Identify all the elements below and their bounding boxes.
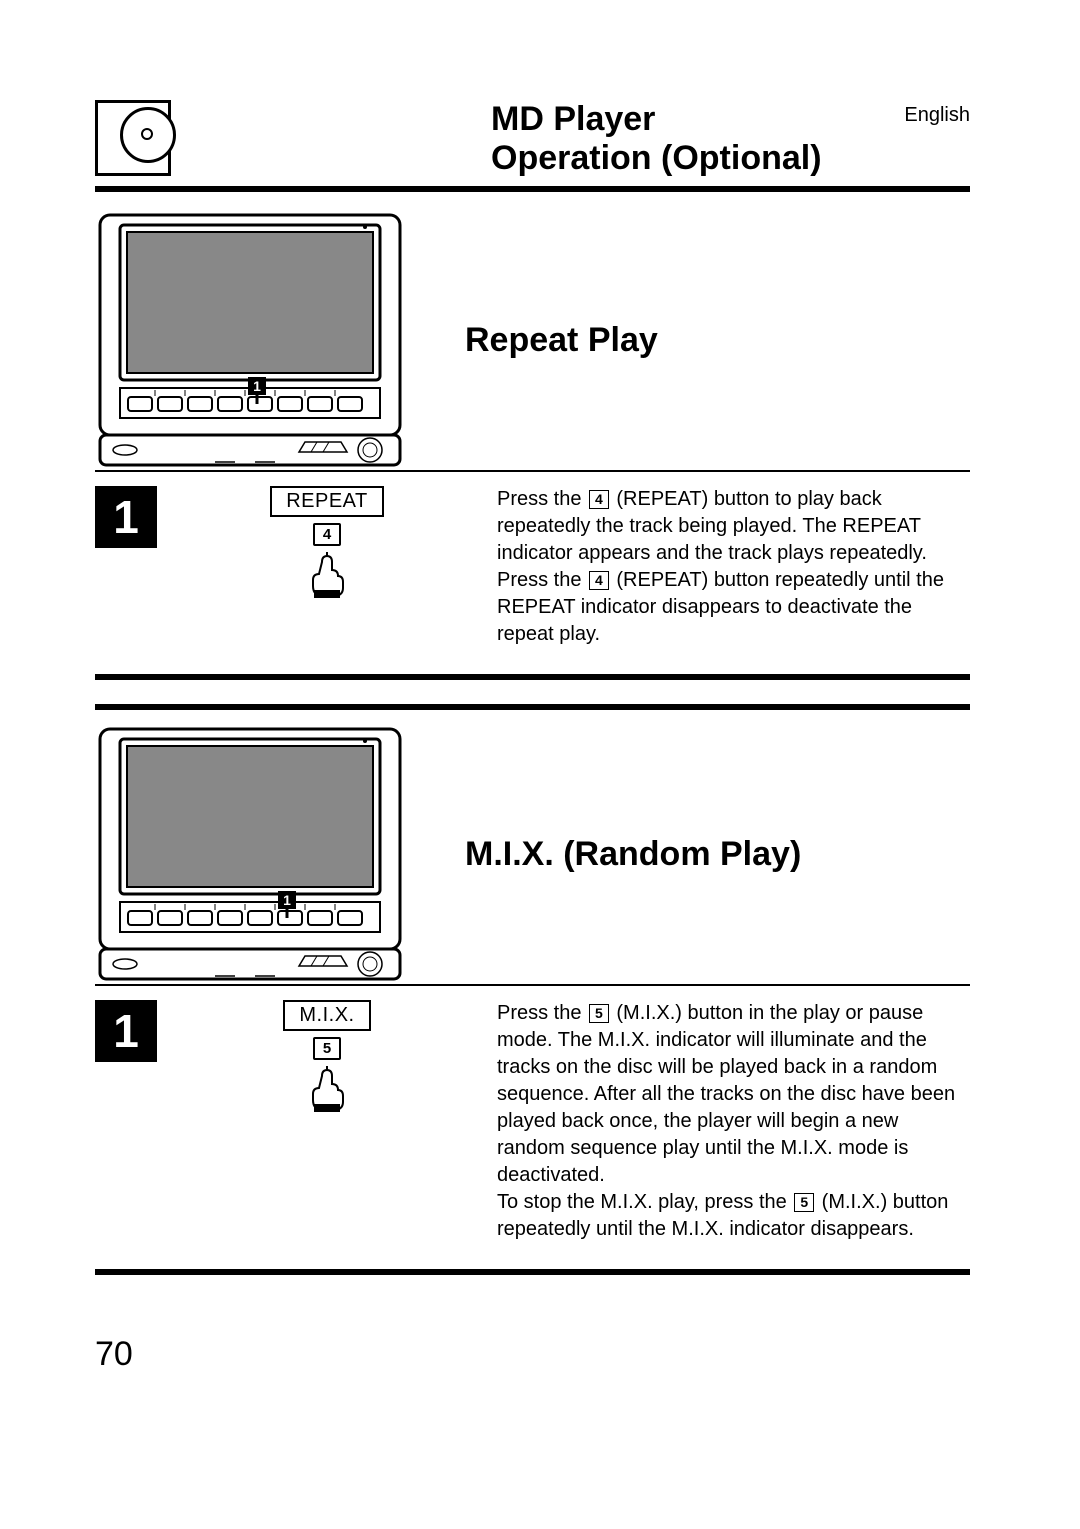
button-label-box: REPEAT [270,486,384,517]
button-key-box: 4 [313,523,341,546]
section-mix: 1 M.I.X. (Random Play) 1 M.I.X [95,704,970,1275]
section-repeat: 1 Repeat Play 1 REP [95,210,970,680]
key-icon: 4 [589,571,609,590]
svg-text:1: 1 [253,378,261,394]
text-part: Press the [497,488,587,510]
step-number: 1 [95,1000,157,1062]
key-icon: 5 [794,1193,814,1212]
key-icon: 4 [589,490,609,509]
button-key-box: 5 [313,1037,341,1060]
svg-text:1: 1 [283,892,291,908]
title-line-2: Operation (Optional) [491,139,970,178]
button-illustration: REPEAT 4 [187,486,467,600]
press-hand-icon [302,550,352,600]
device-illustration: 1 [95,210,405,470]
title-line-1: MD Player [491,100,970,139]
text-part: (M.I.X.) button in the play or pause mod… [497,1002,955,1186]
section-end-rule [95,1269,970,1275]
button-illustration: M.I.X. 5 [187,1000,467,1114]
step-row: 1 REPEAT 4 Press the 4 (REPEAT) button t… [95,486,970,648]
section-end-rule [95,674,970,680]
step-text: Press the 4 (REPEAT) button to play back… [497,486,970,648]
step-number: 1 [95,486,157,548]
key-icon: 5 [589,1004,609,1023]
section-rule [95,984,970,986]
page-number: 70 [95,1335,970,1374]
text-part: Press the [497,569,587,591]
section-start-rule [95,704,970,710]
press-hand-icon [302,1064,352,1114]
page-header: English MD Player Operation (Optional) [95,100,970,178]
text-part: To stop the M.I.X. play, press the [497,1191,792,1213]
section-heading: M.I.X. (Random Play) [465,835,801,874]
button-label-box: M.I.X. [283,1000,370,1031]
section-heading: Repeat Play [465,321,658,360]
step-row: 1 M.I.X. 5 Press the 5 (M.I.X.) button i… [95,1000,970,1243]
step-text: Press the 5 (M.I.X.) button in the play … [497,1000,970,1243]
cd-icon [95,100,171,176]
device-illustration: 1 [95,724,405,984]
header-rule [95,186,970,192]
section-rule [95,470,970,472]
text-part: Press the [497,1002,587,1024]
language-label: English [904,104,970,127]
